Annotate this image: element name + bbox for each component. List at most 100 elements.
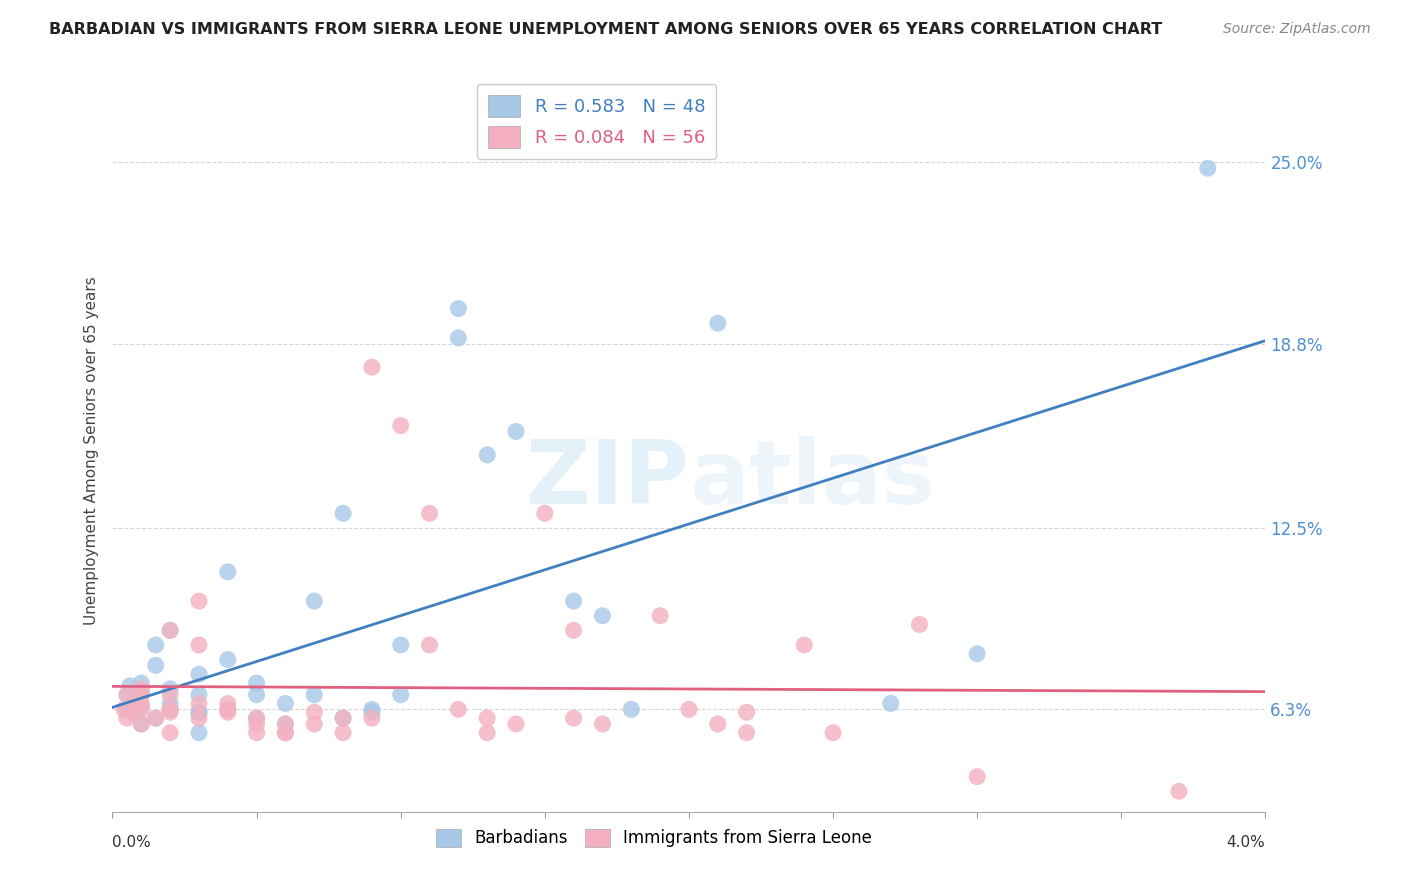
Point [304,594,326,608]
Point [159,624,181,638]
Point [966,647,988,661]
Point [505,425,527,439]
Y-axis label: Unemployment Among Seniors over 65 years: Unemployment Among Seniors over 65 years [83,277,98,624]
Point [217,697,239,711]
Point [217,652,239,666]
Point [332,725,354,739]
Point [115,702,138,716]
Point [389,638,412,652]
Point [188,706,211,720]
Point [966,770,988,784]
Point [115,688,138,702]
Point [562,594,585,608]
Point [145,711,167,725]
Point [129,699,153,714]
Point [562,624,585,638]
Point [188,711,211,725]
Point [447,301,470,316]
Point [419,507,441,521]
Point [159,624,181,638]
Point [129,702,153,716]
Point [620,702,643,716]
Point [389,418,412,433]
Point [274,697,297,711]
Point [360,706,382,720]
Point [447,702,470,716]
Point [447,331,470,345]
Text: 4.0%: 4.0% [1226,835,1265,850]
Point [304,717,326,731]
Point [124,697,146,711]
Point [159,681,181,696]
Point [360,711,382,725]
Point [129,697,153,711]
Point [159,725,181,739]
Point [246,676,269,690]
Point [880,697,903,711]
Point [124,702,146,716]
Point [145,711,167,725]
Point [115,688,138,702]
Point [129,717,153,731]
Point [188,706,211,720]
Point [304,688,326,702]
Point [505,717,527,731]
Point [159,697,181,711]
Point [389,688,412,702]
Point [246,688,269,702]
Point [304,706,326,720]
Point [475,725,498,739]
Point [246,711,269,725]
Point [217,702,239,716]
Point [159,702,181,716]
Point [562,711,585,725]
Text: 0.0%: 0.0% [112,835,152,850]
Point [360,360,382,375]
Point [217,565,239,579]
Point [1197,161,1219,176]
Point [188,688,211,702]
Point [129,685,153,699]
Point [159,688,181,702]
Point [217,702,239,716]
Point [735,706,758,720]
Point [735,725,758,739]
Point [360,702,382,716]
Point [121,706,143,720]
Point [908,617,931,632]
Point [217,706,239,720]
Point [112,702,135,716]
Point [1167,784,1189,798]
Point [145,658,167,673]
Point [188,725,211,739]
Point [475,711,498,725]
Point [188,594,211,608]
Point [592,608,614,623]
Point [274,725,297,739]
Point [159,706,181,720]
Legend: Barbadians, Immigrants from Sierra Leone: Barbadians, Immigrants from Sierra Leone [430,822,879,854]
Point [274,717,297,731]
Point [274,725,297,739]
Point [332,507,354,521]
Text: ZIP: ZIP [526,436,689,523]
Point [129,681,153,696]
Point [533,507,555,521]
Point [145,638,167,652]
Point [274,717,297,731]
Point [648,608,672,623]
Point [707,316,730,330]
Point [419,638,441,652]
Text: Source: ZipAtlas.com: Source: ZipAtlas.com [1223,22,1371,37]
Point [121,697,143,711]
Point [246,717,269,731]
Point [246,711,269,725]
Point [592,717,614,731]
Point [159,702,181,716]
Text: atlas: atlas [689,436,935,523]
Point [115,711,138,725]
Point [129,688,153,702]
Point [188,697,211,711]
Point [475,448,498,462]
Point [246,725,269,739]
